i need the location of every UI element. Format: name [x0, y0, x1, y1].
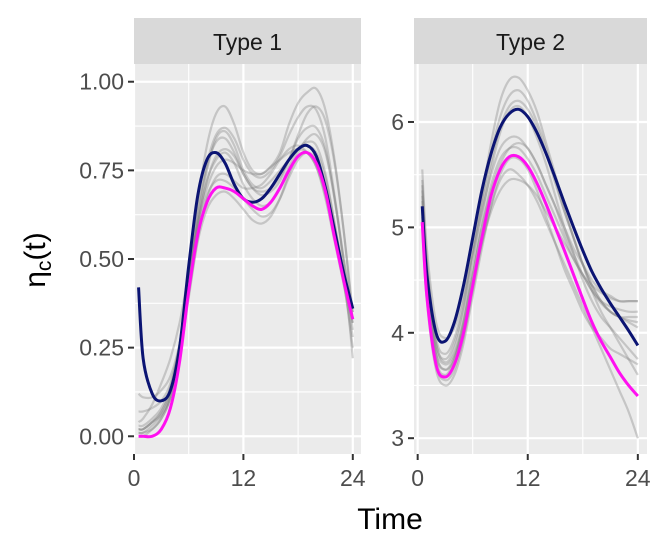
y-axis-title-symbol: η	[19, 271, 52, 288]
x-tick-label: 12	[231, 465, 257, 491]
background-curve-subject-9	[421, 177, 638, 371]
panel-type-1: Type 1 0.00 0.25 0.50 0.75 1.00 0 12 24	[79, 18, 366, 491]
background-curve-subject-8	[421, 141, 639, 371]
panel-type-1-magenta-curve	[138, 150, 355, 439]
y-axis-title-subscript: c	[33, 261, 56, 272]
background-curve-subject-4	[421, 168, 639, 439]
strip-type-1-background	[134, 18, 361, 64]
y-tick-label: 0.50	[79, 246, 124, 272]
background-curve-subject-5	[421, 145, 638, 366]
background-curve-subject-7	[138, 124, 354, 413]
panel-type-2: Type 2 3 4 5 6 0 12 24	[391, 18, 651, 491]
x-tick-label: 12	[515, 465, 541, 491]
panel-type-1-y-axis: 0.00 0.25 0.50 0.75 1.00	[79, 69, 134, 449]
background-curve-subject-7	[421, 89, 638, 361]
x-tick-label: 24	[340, 465, 366, 491]
background-curve-subject-10	[138, 105, 354, 435]
y-tick-label: 0.75	[79, 157, 124, 183]
background-curve-subject-10	[421, 99, 639, 376]
panel-type-2-gridlines	[414, 64, 647, 454]
strip-type-1-label: Type 1	[213, 29, 282, 55]
background-curve-subject-8	[138, 132, 354, 431]
panel-type-2-magenta-curve	[420, 153, 639, 398]
x-axis-title: Time	[357, 503, 423, 536]
strip-type-2-background	[414, 18, 647, 64]
y-tick-label: 4	[391, 320, 404, 346]
x-tick-label: 0	[128, 465, 141, 491]
x-tick-label: 24	[625, 465, 651, 491]
y-tick-label: 6	[391, 109, 404, 135]
y-tick-label: 0.25	[79, 335, 124, 361]
panel-type-2-x-axis: 0 12 24	[411, 454, 651, 491]
y-axis-title-argument: (t)	[19, 232, 52, 260]
y-axis-title-text: ηc(t)	[19, 232, 56, 288]
panel-type-2-y-axis: 3 4 5 6	[391, 109, 414, 451]
y-tick-label: 1.00	[79, 69, 124, 95]
y-axis-title: ηc(t)	[19, 232, 56, 288]
y-tick-label: 5	[391, 214, 404, 240]
y-tick-label: 3	[391, 425, 404, 451]
x-tick-label: 0	[411, 465, 424, 491]
strip-type-2-label: Type 2	[496, 29, 565, 55]
y-tick-label: 0.00	[79, 423, 124, 449]
background-curve-subject-1	[421, 75, 639, 355]
panel-type-2-navy-curve	[420, 107, 640, 347]
panel-type-1-x-axis: 0 12 24	[128, 454, 366, 491]
panel-type-2-background	[414, 64, 647, 454]
